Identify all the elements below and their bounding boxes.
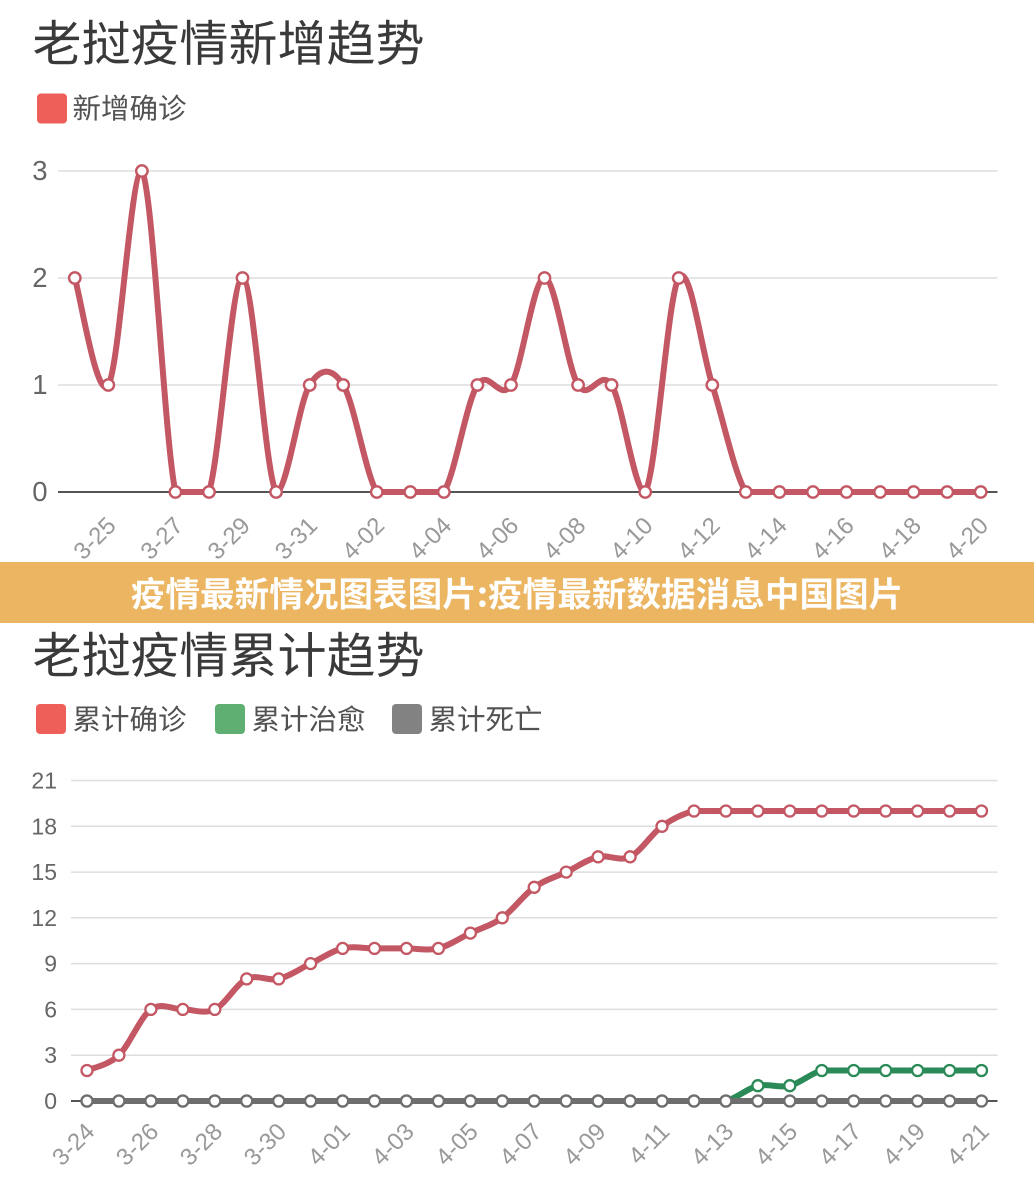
svg-text:3: 3	[32, 155, 47, 186]
svg-text:9: 9	[44, 951, 57, 977]
svg-text:6: 6	[44, 996, 57, 1022]
svg-text:0: 0	[32, 476, 47, 507]
svg-text:21: 21	[31, 768, 57, 794]
svg-text:1: 1	[32, 369, 47, 400]
svg-text:3: 3	[44, 1042, 57, 1068]
svg-text:15: 15	[31, 859, 57, 885]
svg-text:2: 2	[32, 262, 47, 293]
svg-text:18: 18	[31, 813, 57, 839]
svg-text:0: 0	[44, 1088, 57, 1114]
svg-text:12: 12	[31, 905, 57, 931]
